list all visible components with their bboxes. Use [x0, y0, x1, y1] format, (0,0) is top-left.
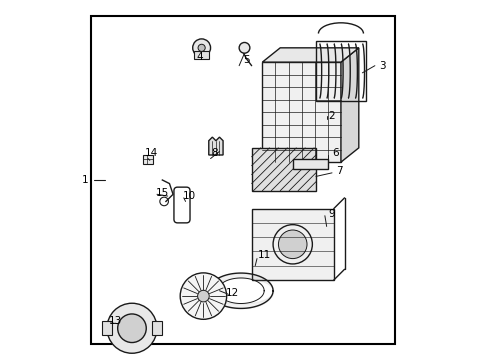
Text: 2: 2	[328, 111, 335, 121]
Circle shape	[192, 39, 210, 57]
Text: 11: 11	[257, 250, 270, 260]
Circle shape	[197, 290, 209, 302]
Polygon shape	[208, 137, 223, 155]
Circle shape	[118, 314, 146, 342]
Bar	[91, 16, 394, 344]
Text: 3: 3	[378, 61, 385, 71]
Bar	[151, 321, 162, 336]
Text: 10: 10	[182, 191, 195, 201]
Bar	[251, 148, 315, 191]
Bar	[251, 208, 333, 280]
Circle shape	[107, 303, 157, 353]
Text: 13: 13	[109, 316, 122, 326]
Text: 8: 8	[210, 148, 217, 158]
Bar	[292, 158, 328, 169]
Polygon shape	[262, 48, 358, 62]
Circle shape	[180, 273, 226, 319]
Text: 7: 7	[335, 166, 342, 176]
Polygon shape	[340, 48, 358, 162]
Circle shape	[278, 230, 306, 258]
Text: 5: 5	[243, 55, 249, 65]
Bar	[102, 321, 112, 336]
Text: 15: 15	[155, 188, 169, 198]
Bar	[142, 155, 153, 164]
Text: 12: 12	[225, 288, 238, 297]
Bar	[194, 51, 208, 59]
Text: 14: 14	[145, 148, 158, 158]
Text: 6: 6	[332, 148, 338, 158]
Text: 9: 9	[328, 209, 335, 219]
Text: 1: 1	[82, 175, 89, 185]
Bar	[262, 62, 340, 162]
Bar	[315, 41, 365, 102]
Circle shape	[239, 42, 249, 53]
Circle shape	[198, 44, 205, 51]
Text: 4: 4	[196, 52, 203, 62]
